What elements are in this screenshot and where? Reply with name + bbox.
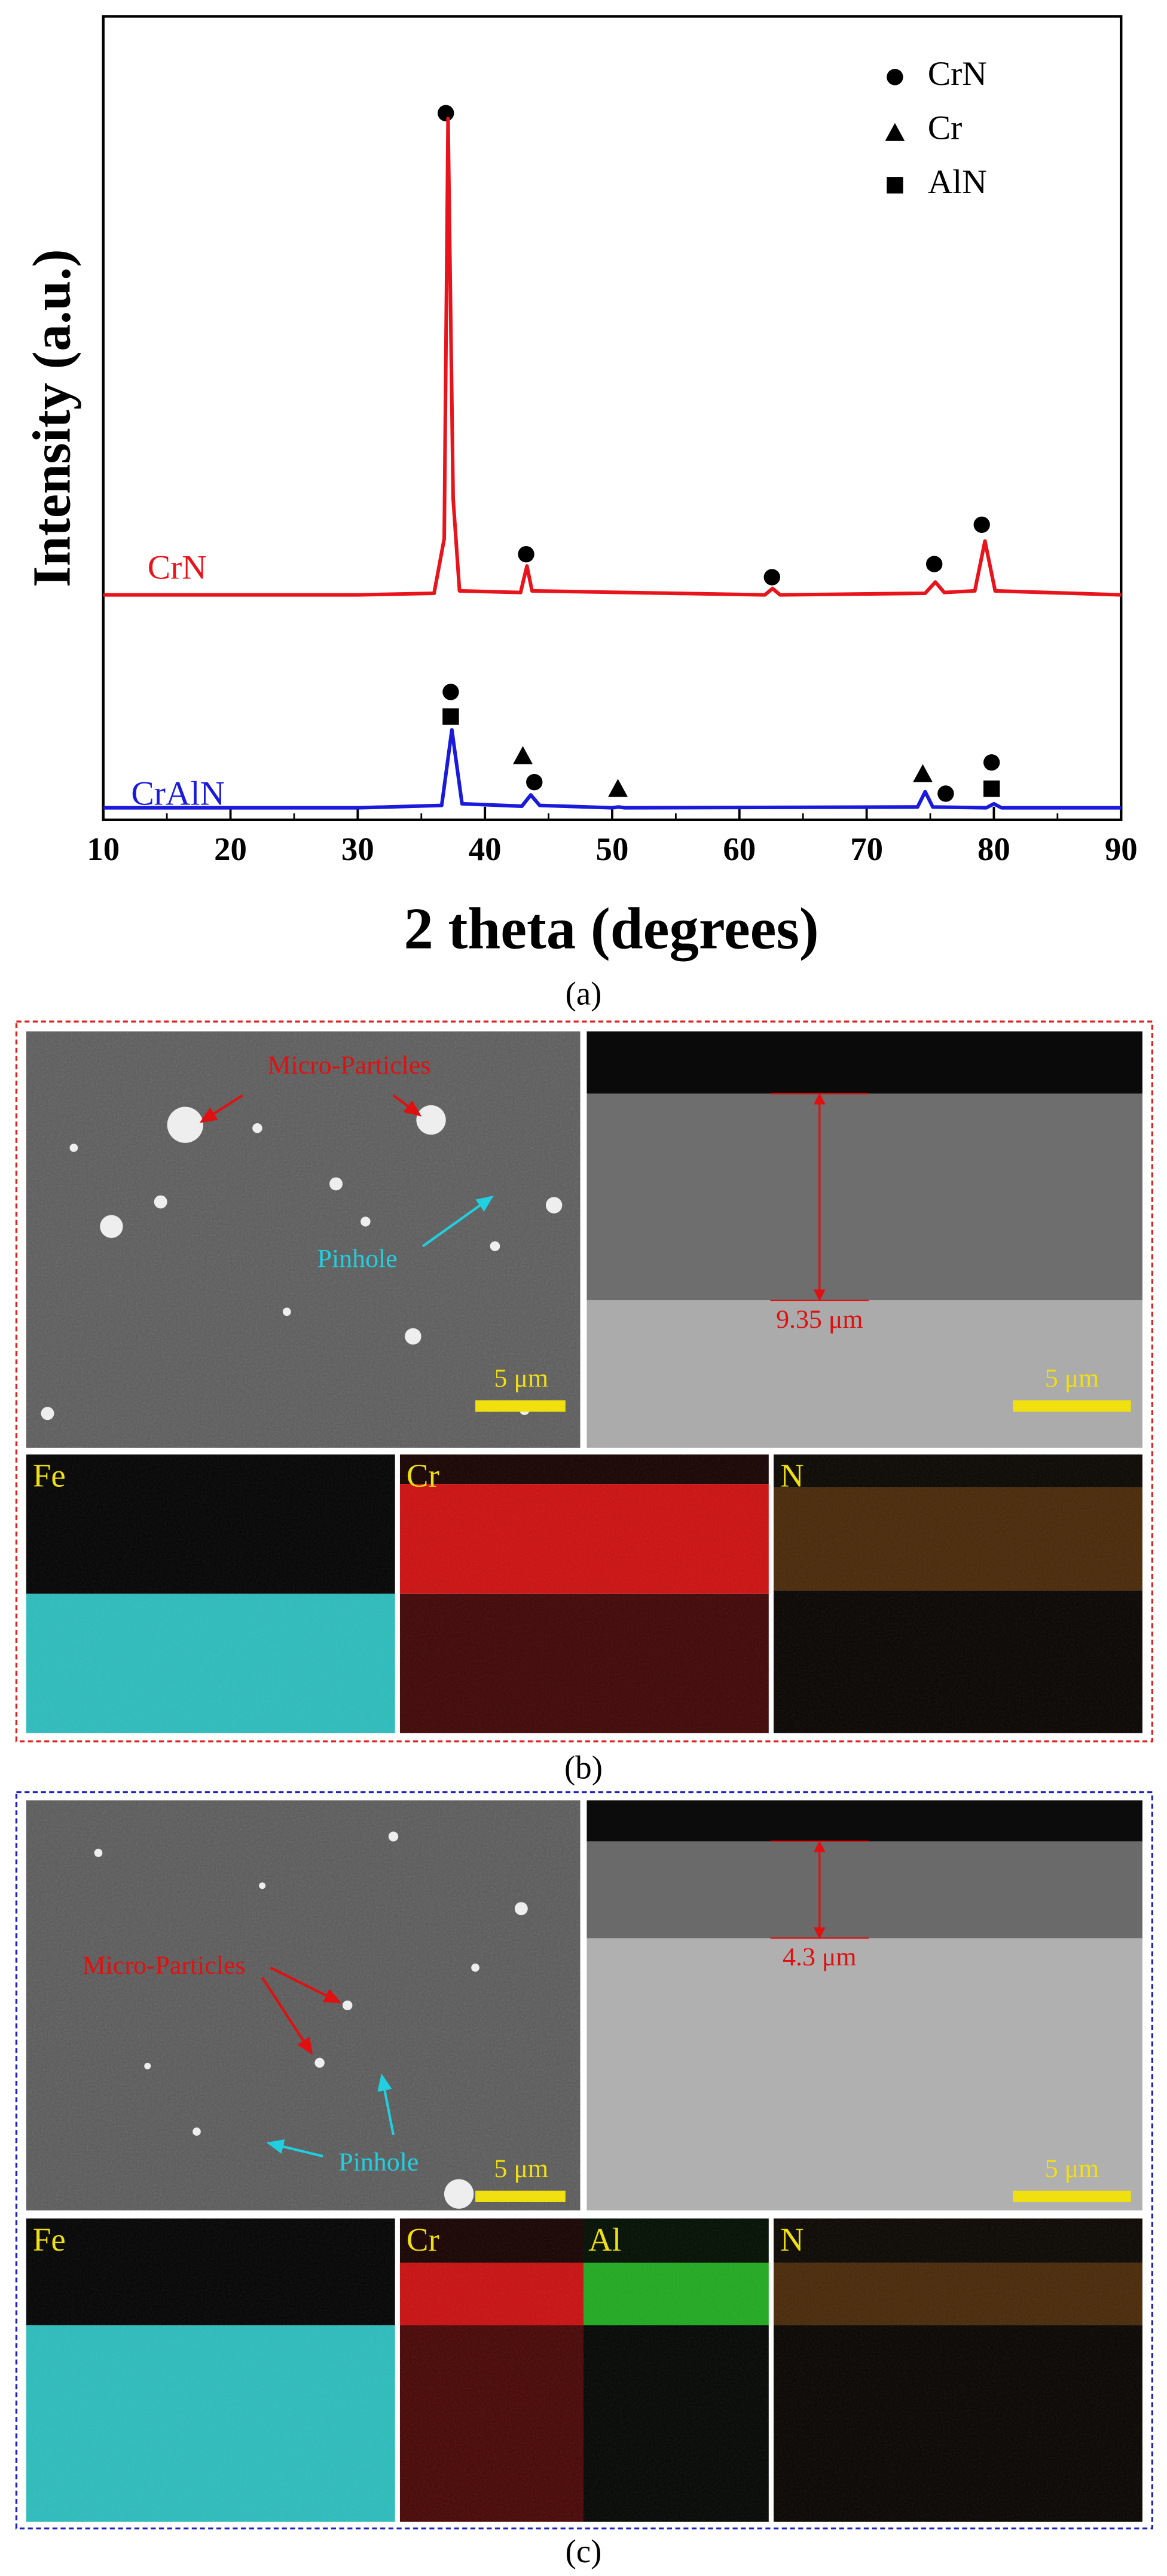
x-tick-label: 30 [341, 831, 374, 867]
series-label: CrN [148, 548, 207, 586]
x-tick-label: 50 [596, 831, 629, 867]
x-tick-label: 10 [87, 831, 120, 867]
panel-border [15, 1791, 1153, 2530]
peak-symbols [438, 105, 1000, 802]
legend-label: Cr [928, 109, 963, 147]
x-tick-label: 40 [469, 831, 502, 867]
eds-maps: Fe Cr N [26, 1454, 1142, 1733]
annotation: Pinhole [338, 2148, 418, 2176]
sem-cross-section: 4.3 μm 5 μm [586, 1800, 1142, 2211]
map-label: N [780, 2221, 804, 2258]
caption: (c) [566, 2533, 602, 2569]
y-axis-title: Intensity (a.u.) [22, 249, 82, 587]
annotation: Pinhole [317, 1244, 398, 1273]
xrd-chart: Intensity (a.u.) 2 theta (degrees) CrN C… [22, 15, 1138, 961]
x-axis-title: 2 theta (degrees) [404, 896, 818, 961]
series-line [103, 728, 1122, 810]
map-label: Al [588, 2221, 621, 2258]
map-label: Fe [33, 2221, 66, 2258]
sem-surface: Micro-Particles Pinhole 5 μm [26, 1800, 581, 2211]
x-tick-label: 80 [977, 831, 1010, 867]
eds-maps: Fe Cr Al N [26, 2218, 1142, 2522]
caption: (b) [564, 1749, 603, 1785]
scale-bar-label: 5 μm [1045, 2154, 1099, 2183]
scale-bar-label: 5 μm [1045, 1364, 1099, 1392]
sem-surface: Micro-Particles Pinhole 5 μm [26, 1031, 581, 1448]
sem-cross-section: 9.35 μm 5 μm [586, 1031, 1142, 1448]
legend-symbol [887, 177, 903, 194]
map-label: Fe [33, 1457, 66, 1493]
legend-label: CrN [928, 55, 987, 93]
panel-border [15, 1020, 1153, 1743]
legend-label: AlN [928, 163, 987, 201]
map-label: Cr [407, 1457, 439, 1493]
series-line [103, 117, 1122, 597]
x-tick-label: 60 [723, 831, 756, 867]
legend-symbol [885, 123, 905, 141]
annotation: Micro-Particles [268, 1051, 431, 1080]
scale-bar-label: 5 μm [494, 2154, 549, 2183]
legend-symbol [887, 69, 903, 86]
thickness-label: 4.3 μm [783, 1943, 856, 1971]
scale-bar-label: 5 μm [494, 1364, 549, 1392]
map-label: Cr [407, 2221, 439, 2258]
x-tick-label: 90 [1105, 831, 1138, 867]
x-tick-label: 70 [850, 831, 883, 867]
map-label: N [780, 1457, 804, 1493]
x-tick-label: 20 [214, 831, 247, 867]
annotation: Micro-Particles [83, 1951, 246, 1980]
thickness-label: 9.35 μm [776, 1305, 863, 1334]
plot-frame [102, 15, 1123, 821]
caption: (a) [566, 975, 602, 1011]
